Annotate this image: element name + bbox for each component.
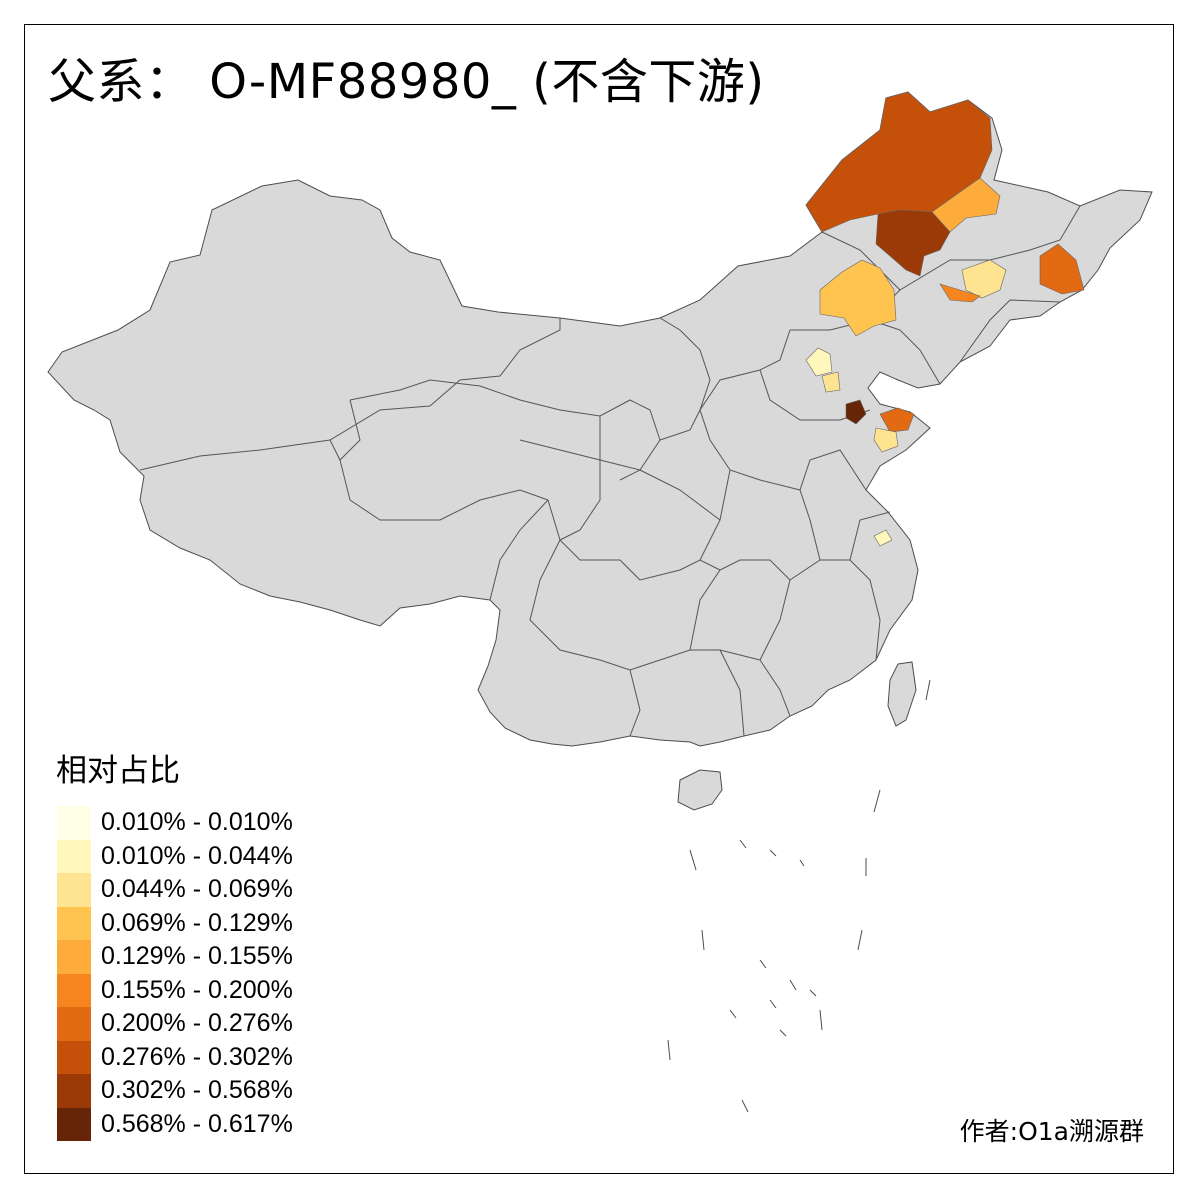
region-jilin-west [961,259,1007,299]
legend-item: 0.200% - 0.276% [57,1007,293,1041]
province-borders [139,205,1081,737]
legend-item: 0.044% - 0.069% [57,873,293,907]
region-weifang [879,407,915,433]
legend-item: 0.069% - 0.129% [57,906,293,940]
legend-item: 0.155% - 0.200% [57,973,293,1007]
legend-item: 0.010% - 0.010% [57,806,293,840]
region-nantong [873,529,893,547]
region-tieling [939,283,981,303]
map-title: 父系： O-MF88980_ (不含下游) [48,54,765,110]
legend-label: 0.010% - 0.010% [101,808,293,837]
region-jinan [845,399,867,425]
highlighted-regions [805,91,1085,547]
legend-label: 0.155% - 0.200% [101,975,293,1004]
legend-item: 0.276% - 0.302% [57,1040,293,1074]
region-shanxi-mid [821,371,841,393]
legend-label: 0.044% - 0.069% [101,875,293,904]
legend-label: 0.129% - 0.155% [101,942,293,971]
legend-item: 0.568% - 0.617% [57,1107,293,1141]
author-credit: 作者:O1a溯源群 [959,1117,1144,1146]
legend-label: 0.276% - 0.302% [101,1042,293,1071]
region-shanxi-north [805,347,833,377]
legend-title: 相对占比 [56,753,180,789]
legend-swatch [57,906,91,940]
legend-swatch [57,806,91,840]
legend-swatch [57,940,91,974]
legend-swatch [57,1040,91,1074]
legend-label: 0.069% - 0.129% [101,908,293,937]
legend: 0.010% - 0.010% 0.010% - 0.044% 0.044% -… [57,806,293,1141]
region-chifeng [819,259,897,337]
legend-swatch [57,1074,91,1108]
taiwan-island [887,661,917,727]
hainan-island [677,769,723,811]
south-china-sea-islands [667,679,931,1113]
legend-label: 0.010% - 0.044% [101,841,293,870]
legend-item: 0.302% - 0.568% [57,1074,293,1108]
legend-swatch [57,839,91,873]
region-hulunbuir [805,91,993,233]
legend-label: 0.302% - 0.568% [101,1076,293,1105]
legend-swatch [57,873,91,907]
legend-swatch [57,1107,91,1141]
legend-swatch [57,973,91,1007]
legend-label: 0.568% - 0.617% [101,1109,293,1138]
region-mudanjiang [1039,243,1085,295]
legend-swatch [57,1007,91,1041]
region-xingan [875,209,951,277]
legend-item: 0.129% - 0.155% [57,940,293,974]
region-qingdao [873,427,899,453]
region-qiqihar [931,177,1001,233]
legend-item: 0.010% - 0.044% [57,839,293,873]
legend-label: 0.200% - 0.276% [101,1009,293,1038]
